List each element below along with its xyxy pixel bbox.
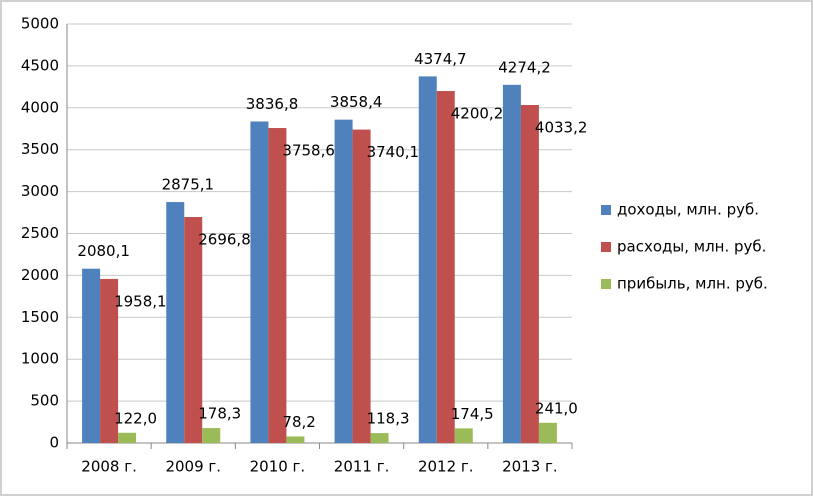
data-label: 122,0	[114, 409, 157, 427]
y-tick-label: 3500	[21, 140, 59, 158]
bar	[82, 268, 101, 443]
y-tick-label: 2000	[21, 266, 59, 284]
bar	[436, 91, 455, 443]
data-label: 241,0	[535, 399, 578, 417]
legend-swatch	[601, 205, 611, 215]
data-label: 2875,1	[162, 176, 215, 194]
y-tick-label: 500	[30, 392, 59, 410]
data-label: 4274,2	[498, 58, 551, 76]
x-tick-label: 2013 г.	[502, 458, 558, 476]
bar	[118, 432, 137, 443]
bar	[352, 129, 371, 443]
y-tick-label: 1000	[21, 350, 59, 368]
bar	[454, 428, 473, 443]
data-label: 4200,2	[451, 105, 504, 123]
bar	[502, 84, 521, 444]
data-label: 2080,1	[77, 242, 130, 260]
legend-label: прибыль, млн. руб.	[617, 275, 768, 293]
y-tick-label: 2500	[21, 224, 59, 242]
bar	[250, 121, 269, 443]
bar	[202, 428, 221, 443]
data-label: 178,3	[198, 405, 241, 423]
data-label: 3836,8	[246, 95, 299, 113]
x-tick-label: 2010 г.	[250, 458, 306, 476]
bar	[370, 433, 389, 443]
data-label: 3740,1	[367, 143, 420, 161]
legend-label: расходы, млн. руб.	[617, 238, 766, 256]
y-tick-label: 3000	[21, 182, 59, 200]
data-label: 78,2	[282, 413, 315, 431]
legend-swatch	[601, 242, 611, 252]
bar	[538, 422, 557, 443]
y-tick-label: 4000	[21, 98, 59, 116]
bar	[334, 119, 353, 443]
data-label: 3858,4	[330, 93, 383, 111]
bar	[100, 278, 119, 443]
x-tick-label: 2009 г.	[165, 458, 221, 476]
x-tick-label: 2012 г.	[418, 458, 474, 476]
bar	[184, 217, 203, 443]
x-tick-label: 2011 г.	[334, 458, 390, 476]
bar	[166, 202, 185, 443]
x-tick-label: 2008 г.	[81, 458, 137, 476]
y-tick-label: 5000	[21, 15, 59, 33]
bar	[520, 105, 539, 444]
data-label: 4033,2	[535, 119, 588, 137]
bar	[268, 128, 287, 443]
data-label: 118,3	[367, 410, 410, 428]
y-tick-label: 1500	[21, 308, 59, 326]
y-tick-label: 0	[49, 434, 59, 452]
data-label: 3758,6	[282, 142, 335, 160]
legend-label: доходы, млн. руб.	[617, 201, 759, 219]
data-label: 174,5	[451, 405, 494, 423]
legend-swatch	[601, 279, 611, 289]
data-label: 1958,1	[114, 292, 167, 310]
bar	[286, 436, 305, 443]
bar	[418, 76, 437, 443]
data-label: 2696,8	[198, 231, 251, 249]
data-label: 4374,7	[414, 50, 467, 68]
y-tick-label: 4500	[21, 56, 59, 74]
